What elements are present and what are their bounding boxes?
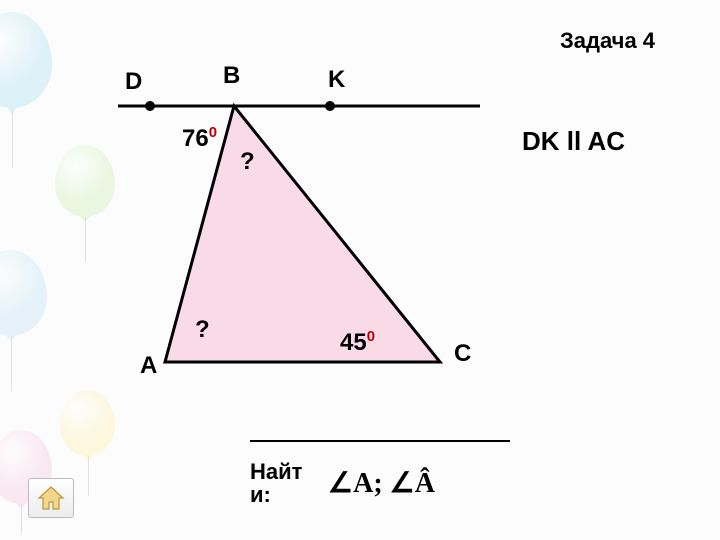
- label-b: B: [223, 62, 240, 90]
- find-label: Найт и:: [250, 460, 310, 506]
- label-k: K: [328, 66, 345, 94]
- geometry-diagram: [0, 0, 720, 420]
- angle-dba-sup: 0: [209, 124, 217, 141]
- find-expression: ∠A; ∠Â: [328, 466, 435, 500]
- point-d: [145, 101, 155, 111]
- home-button[interactable]: [28, 478, 74, 518]
- angle-b-unknown: ?: [240, 148, 255, 176]
- angle-dba-value: 76: [182, 125, 209, 152]
- angle-acb-sup: 0: [367, 328, 375, 345]
- home-icon: [36, 485, 66, 511]
- label-a: A: [140, 352, 157, 380]
- label-d: D: [125, 68, 142, 96]
- angle-dba: 760: [182, 124, 217, 153]
- find-rule: [250, 440, 510, 442]
- angle-acb: 450: [340, 328, 375, 357]
- point-k: [325, 101, 335, 111]
- slide-content: Задача 4 DK ll AC D B K A C 760 450 ? ? …: [0, 0, 720, 540]
- label-c: C: [454, 340, 471, 368]
- find-block: Найт и: ∠A; ∠Â: [250, 460, 435, 506]
- angle-a-unknown: ?: [195, 316, 210, 344]
- angle-acb-value: 45: [340, 329, 367, 356]
